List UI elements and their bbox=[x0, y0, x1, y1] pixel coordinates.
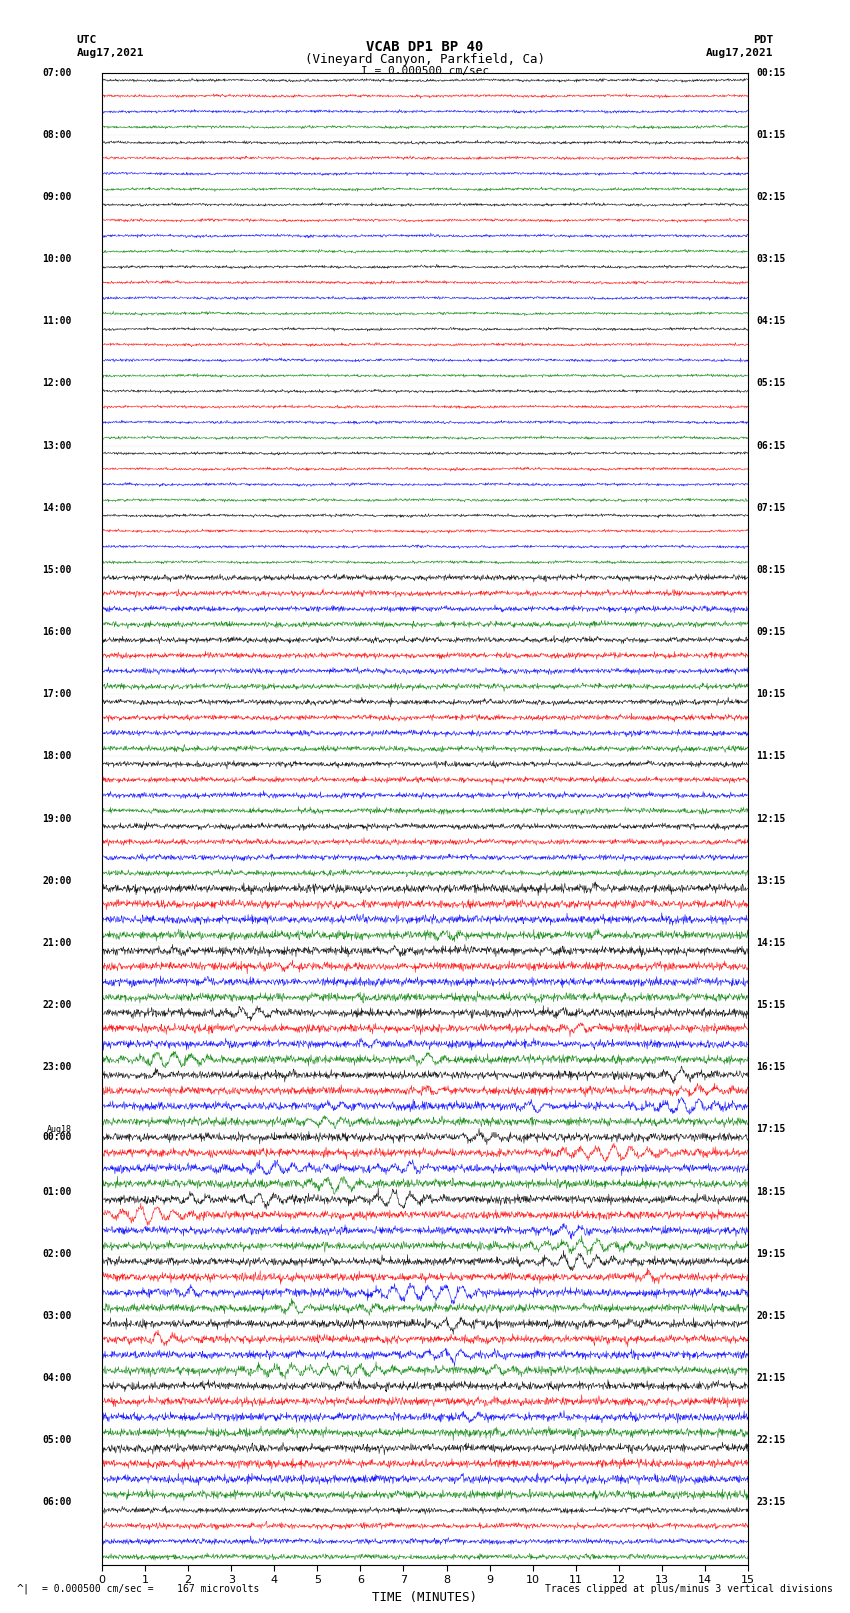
Text: = 0.000500 cm/sec =    167 microvolts: = 0.000500 cm/sec = 167 microvolts bbox=[42, 1584, 260, 1594]
Text: 16:15: 16:15 bbox=[756, 1063, 786, 1073]
Text: 03:00: 03:00 bbox=[42, 1311, 72, 1321]
Text: 10:15: 10:15 bbox=[756, 689, 786, 700]
Text: 00:15: 00:15 bbox=[756, 68, 786, 77]
Text: 01:15: 01:15 bbox=[756, 129, 786, 140]
Text: 05:15: 05:15 bbox=[756, 379, 786, 389]
Text: 23:15: 23:15 bbox=[756, 1497, 786, 1508]
Text: 13:00: 13:00 bbox=[42, 440, 72, 450]
Text: 02:00: 02:00 bbox=[42, 1248, 72, 1258]
Text: I = 0.000500 cm/sec: I = 0.000500 cm/sec bbox=[361, 66, 489, 76]
Text: 22:00: 22:00 bbox=[42, 1000, 72, 1010]
Text: 04:00: 04:00 bbox=[42, 1373, 72, 1382]
Text: 00:00: 00:00 bbox=[42, 1132, 72, 1142]
Text: 08:15: 08:15 bbox=[756, 565, 786, 574]
Text: ^|: ^| bbox=[17, 1582, 31, 1594]
Text: 20:00: 20:00 bbox=[42, 876, 72, 886]
Text: 06:15: 06:15 bbox=[756, 440, 786, 450]
Text: 05:00: 05:00 bbox=[42, 1436, 72, 1445]
X-axis label: TIME (MINUTES): TIME (MINUTES) bbox=[372, 1590, 478, 1603]
Text: 08:00: 08:00 bbox=[42, 129, 72, 140]
Text: Traces clipped at plus/minus 3 vertical divisions: Traces clipped at plus/minus 3 vertical … bbox=[545, 1584, 833, 1594]
Text: 19:15: 19:15 bbox=[756, 1248, 786, 1258]
Text: (Vineyard Canyon, Parkfield, Ca): (Vineyard Canyon, Parkfield, Ca) bbox=[305, 53, 545, 66]
Text: 18:00: 18:00 bbox=[42, 752, 72, 761]
Text: 07:00: 07:00 bbox=[42, 68, 72, 77]
Text: 22:15: 22:15 bbox=[756, 1436, 786, 1445]
Text: 03:15: 03:15 bbox=[756, 255, 786, 265]
Text: 21:00: 21:00 bbox=[42, 937, 72, 948]
Text: 16:00: 16:00 bbox=[42, 627, 72, 637]
Text: Aug17,2021: Aug17,2021 bbox=[706, 48, 774, 58]
Text: Aug17,2021: Aug17,2021 bbox=[76, 48, 144, 58]
Text: 07:15: 07:15 bbox=[756, 503, 786, 513]
Text: VCAB DP1 BP 40: VCAB DP1 BP 40 bbox=[366, 40, 484, 55]
Text: 15:15: 15:15 bbox=[756, 1000, 786, 1010]
Text: Aug18: Aug18 bbox=[47, 1124, 72, 1134]
Text: 06:00: 06:00 bbox=[42, 1497, 72, 1508]
Text: 04:15: 04:15 bbox=[756, 316, 786, 326]
Text: 12:15: 12:15 bbox=[756, 813, 786, 824]
Text: 13:15: 13:15 bbox=[756, 876, 786, 886]
Text: 11:00: 11:00 bbox=[42, 316, 72, 326]
Text: 15:00: 15:00 bbox=[42, 565, 72, 574]
Text: 02:15: 02:15 bbox=[756, 192, 786, 202]
Text: 09:00: 09:00 bbox=[42, 192, 72, 202]
Text: 20:15: 20:15 bbox=[756, 1311, 786, 1321]
Text: 21:15: 21:15 bbox=[756, 1373, 786, 1382]
Text: 19:00: 19:00 bbox=[42, 813, 72, 824]
Text: 14:15: 14:15 bbox=[756, 937, 786, 948]
Text: 14:00: 14:00 bbox=[42, 503, 72, 513]
Text: PDT: PDT bbox=[753, 35, 774, 45]
Text: 10:00: 10:00 bbox=[42, 255, 72, 265]
Text: 11:15: 11:15 bbox=[756, 752, 786, 761]
Text: 01:00: 01:00 bbox=[42, 1187, 72, 1197]
Text: 09:15: 09:15 bbox=[756, 627, 786, 637]
Text: 18:15: 18:15 bbox=[756, 1187, 786, 1197]
Text: 17:15: 17:15 bbox=[756, 1124, 786, 1134]
Text: UTC: UTC bbox=[76, 35, 97, 45]
Text: 17:00: 17:00 bbox=[42, 689, 72, 700]
Text: 23:00: 23:00 bbox=[42, 1063, 72, 1073]
Text: 12:00: 12:00 bbox=[42, 379, 72, 389]
